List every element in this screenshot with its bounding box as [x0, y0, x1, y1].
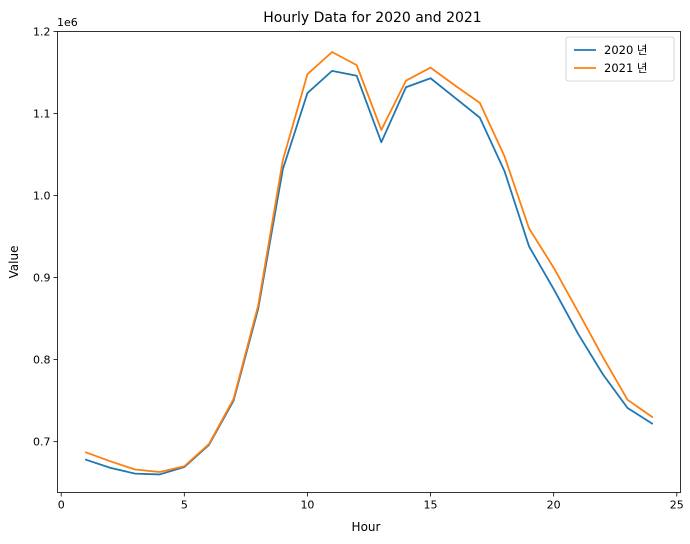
x-axis: 0 5 10 15 20 25	[58, 492, 684, 512]
legend-entry: 2020 년	[604, 43, 648, 57]
legend-box	[565, 36, 675, 82]
series-lines	[84, 51, 654, 476]
y-tick-label: 1.2	[33, 26, 51, 39]
y-offset-label: 1e6	[57, 16, 78, 29]
x-axis-label: Hour	[352, 520, 381, 534]
x-tick-label: 20	[547, 499, 561, 512]
legend-entry: 2021 년	[604, 61, 648, 75]
y-tick-label: 1.0	[33, 190, 51, 203]
legend: 2020 년 2021 년	[565, 36, 675, 82]
series-line-1	[84, 69, 654, 476]
x-tick-label: 5	[181, 499, 188, 512]
y-tick-label: 0.9	[33, 272, 51, 285]
x-tick-label: 15	[424, 499, 438, 512]
x-tick-label: 0	[58, 499, 65, 512]
y-tick-label: 0.7	[33, 436, 51, 449]
x-tick-label: 10	[300, 499, 314, 512]
y-tick-label: 1.1	[33, 108, 51, 121]
chart-title: Hourly Data for 2020 and 2021	[263, 10, 481, 26]
y-axis: 0.7 0.8 0.9 1.0 1.1 1.2	[33, 26, 58, 449]
y-tick-label: 0.8	[33, 354, 51, 367]
x-tick-label: 25	[670, 499, 684, 512]
series-line-2	[84, 51, 654, 473]
plot-frame	[57, 31, 681, 493]
y-axis-label: Value	[7, 246, 21, 279]
